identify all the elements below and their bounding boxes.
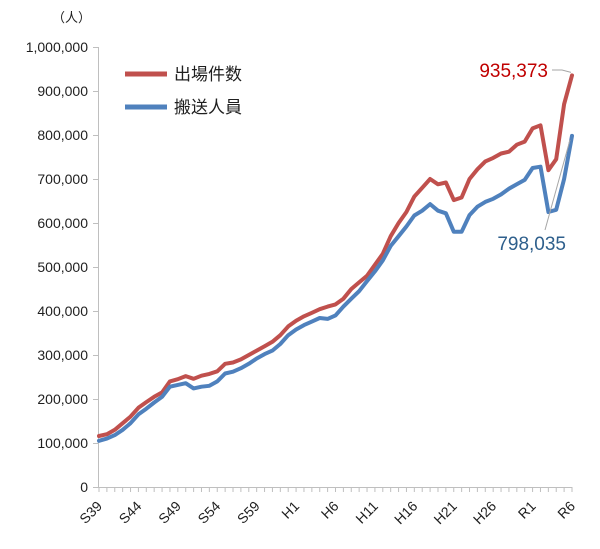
y-tick-label: 100,000 [37,435,88,451]
y-tick-label: 0 [80,479,88,495]
x-tick-label: H11 [352,498,381,527]
annotation-leader-line [552,69,572,73]
x-tick-label: H16 [391,498,421,528]
x-tick-label: H26 [470,498,500,528]
x-tick-label: H21 [430,498,460,528]
legend-label: 出場件数 [174,65,242,85]
x-tick-label: R6 [554,498,578,522]
annotation-label: 798,035 [497,234,566,255]
x-tick-label: S49 [155,498,184,527]
y-tick-label: 800,000 [37,127,88,143]
x-tick-label: S54 [194,498,223,527]
x-tick-label: S44 [116,498,145,527]
y-tick-label: 700,000 [37,171,88,187]
y-tick-label: 1,000,000 [26,39,88,55]
series-line-1 [97,73,574,438]
annotations: 935,373 798,035 [479,61,572,255]
annotation-leader-line [544,139,571,231]
y-tick-label: 600,000 [37,215,88,231]
y-tick-label: 500,000 [37,259,88,275]
y-tick-label: 900,000 [37,83,88,99]
y-axis-unit-label: （人） [52,11,91,26]
series-lines [97,73,574,443]
x-tick-label: H1 [278,498,302,522]
x-tick-label: S39 [76,498,105,527]
legend-label: 搬送人員 [174,98,242,118]
y-axis-ticks: 0 100,000 200,000 300,000 400,000 500,000 600,… [26,39,98,495]
annotation-label: 935,373 [479,61,548,82]
x-tick-label: H6 [318,498,342,522]
axes [98,47,572,488]
x-tick-label: R1 [515,498,539,522]
y-tick-label: 200,000 [37,391,88,407]
y-tick-label: 400,000 [37,303,88,319]
x-tick-label: S59 [234,498,263,527]
x-axis-ticks: S39 S44 S49 S54 S59 H1 H6 H11 H16 H21 H26 R1 R6 [76,487,578,527]
y-tick-label: 300,000 [37,347,88,363]
series-line-2 [97,133,574,443]
